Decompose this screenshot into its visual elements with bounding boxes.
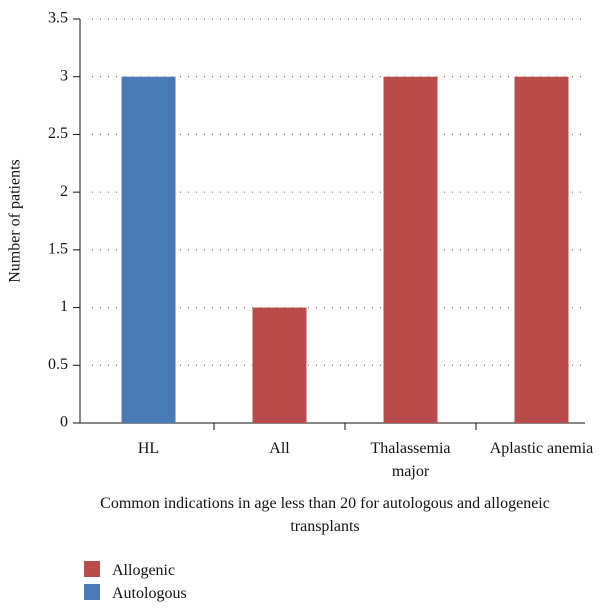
bar (121, 76, 176, 423)
y-tick-label: 3 (60, 67, 68, 84)
y-tick-label: 1 (60, 298, 68, 315)
y-tick-label: 1.5 (48, 241, 68, 258)
y-tick-label: 0 (60, 414, 68, 431)
bar (383, 76, 438, 423)
x-tick-label: Aplastic anemia (489, 440, 594, 457)
y-tick-label: 0.5 (48, 356, 68, 373)
y-tick-label: 3.5 (48, 10, 68, 27)
legend-item: Allogenic (84, 561, 175, 581)
legend-swatch (84, 584, 100, 600)
y-tick-label: 2.5 (48, 125, 68, 142)
bar (514, 76, 569, 423)
x-axis-label: Common indications in age less than 20 f… (100, 495, 550, 535)
y-tick-label: 2 (60, 183, 68, 200)
legend-item: Autologous (84, 584, 187, 604)
x-tick-label: All (269, 440, 290, 457)
x-tick-label: HL (137, 440, 160, 457)
y-axis-label: Number of patients (7, 159, 24, 283)
legend-label: Autologous (112, 585, 187, 602)
x-tick-label: Thalassemia major (370, 440, 451, 480)
legend-label: Allogenic (112, 562, 176, 579)
bar (252, 307, 307, 423)
legend-swatch (84, 561, 100, 577)
